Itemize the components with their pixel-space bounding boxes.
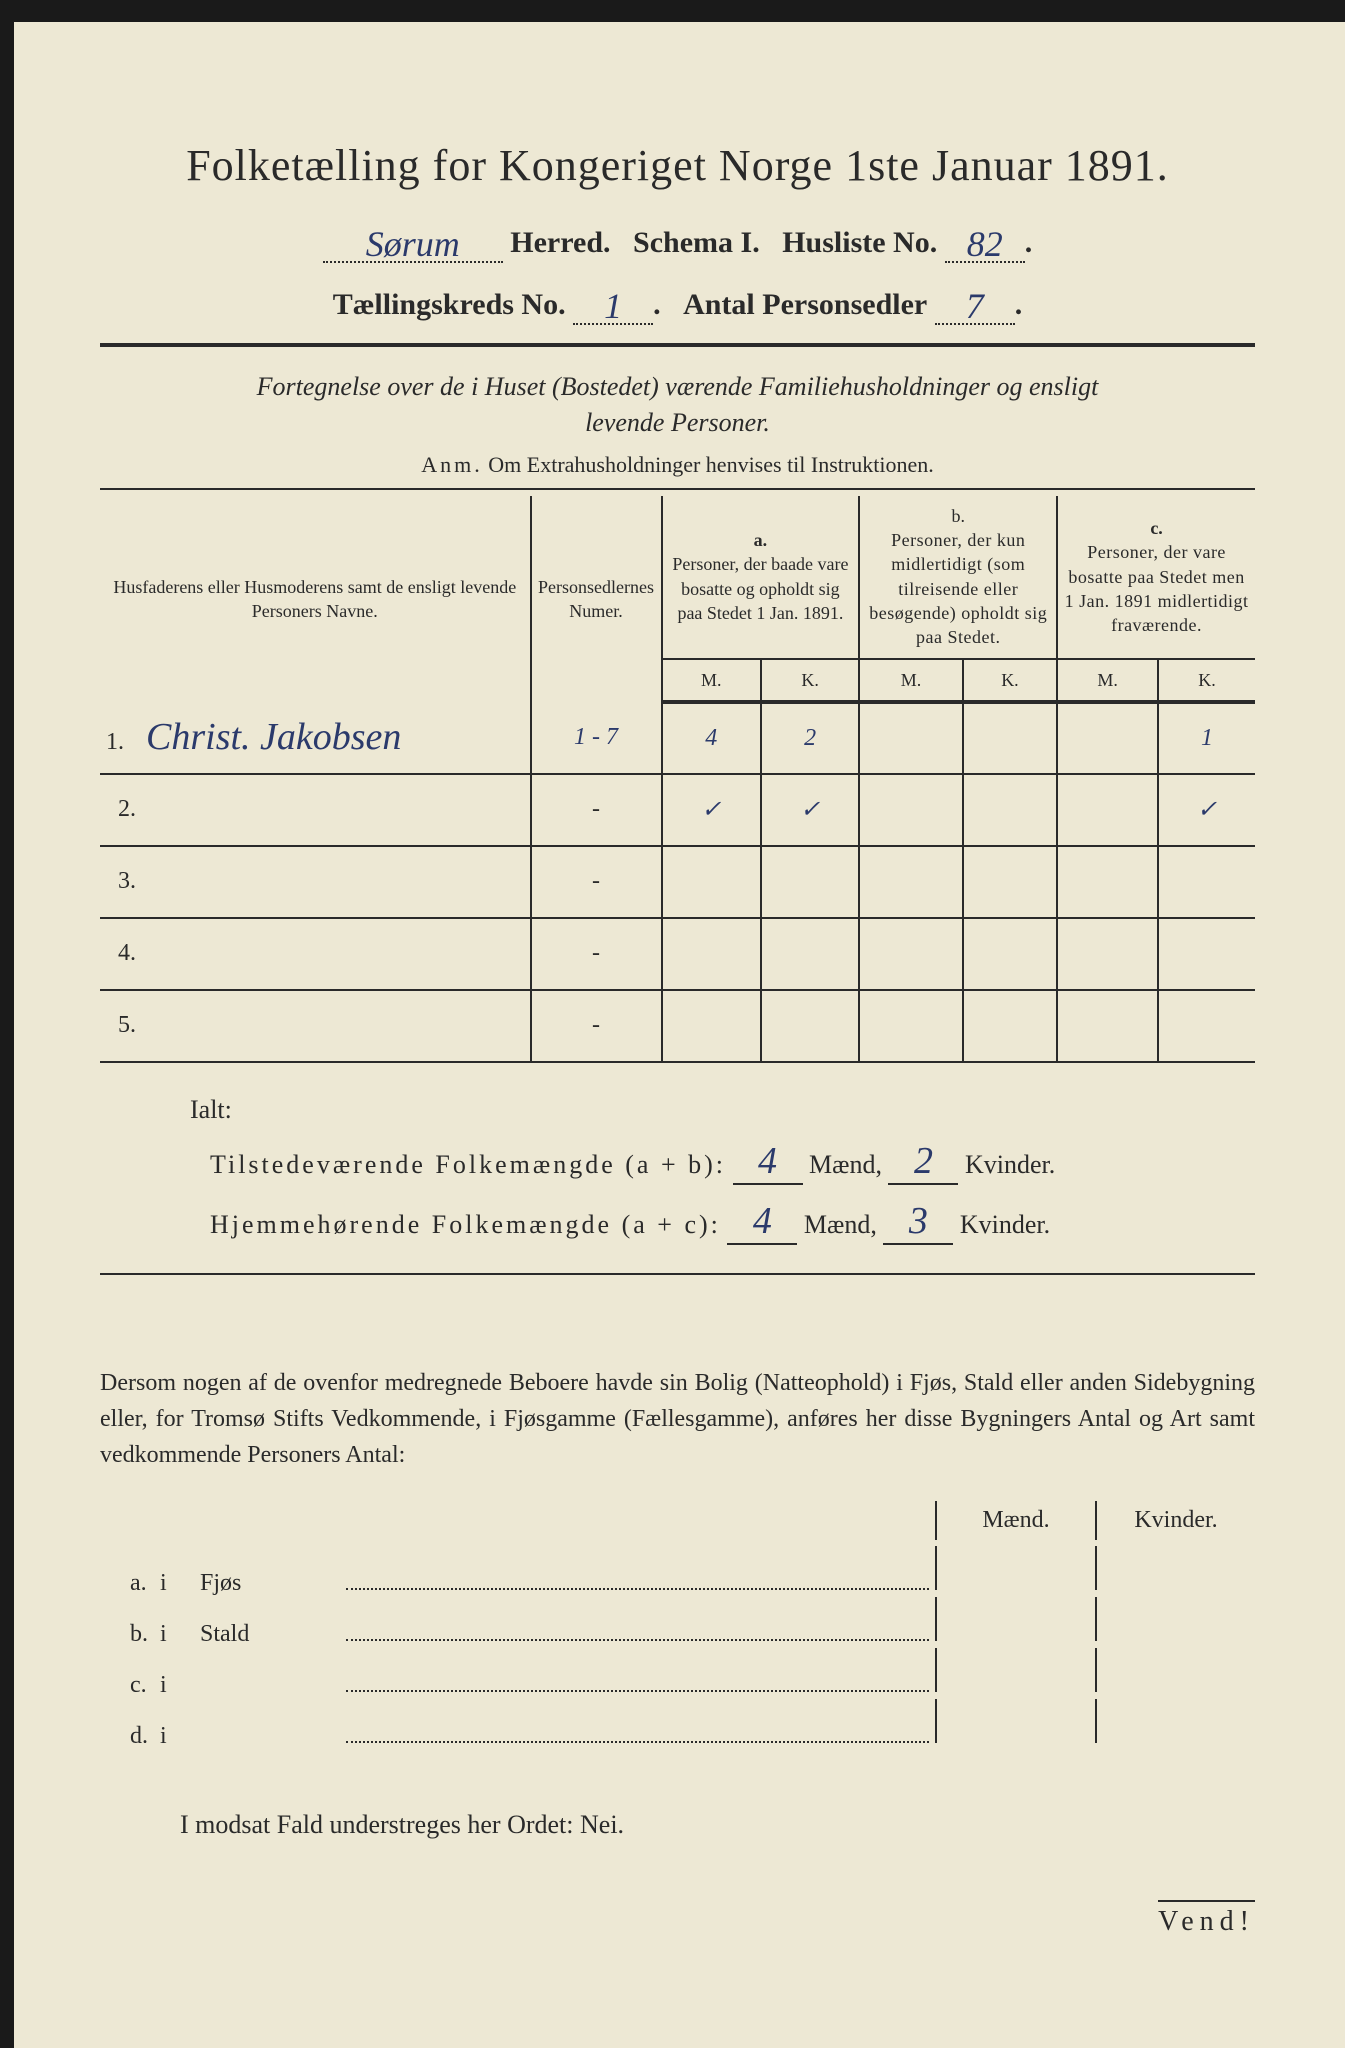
subheading-line1: Fortegnelse over de i Huset (Bostedet) v… bbox=[257, 372, 1099, 401]
header-line-2: Sørum Herred. Schema I. Husliste No. 82. bbox=[100, 219, 1255, 263]
vend-label: Vend! bbox=[1158, 1900, 1255, 1938]
row-am: 4 bbox=[662, 702, 761, 774]
table-row: 3. - bbox=[100, 846, 1255, 918]
herred-value: Sørum bbox=[366, 224, 460, 264]
building-table: Mænd. Kvinder. a. i Fjøs b. i Stald c. i… bbox=[100, 1501, 1255, 1750]
herred-field: Sørum bbox=[323, 219, 503, 263]
table-row: 5. - bbox=[100, 990, 1255, 1062]
header-line-3: Tællingskreds No. 1. Antal Personsedler … bbox=[100, 281, 1255, 325]
row-ck: 1 bbox=[1158, 702, 1255, 774]
row-bm bbox=[859, 702, 962, 774]
row-numer: 1 - 7 bbox=[531, 702, 662, 774]
table-row: 4. - bbox=[100, 918, 1255, 990]
a-m: M. bbox=[662, 659, 761, 702]
kreds-field: 1 bbox=[573, 281, 653, 325]
form-title: Folketælling for Kongeriget Norge 1ste J… bbox=[100, 140, 1255, 191]
schema-label: Schema I. bbox=[633, 226, 760, 259]
anm-text: Om Extrahusholdninger henvises til Instr… bbox=[488, 452, 933, 477]
row-bk bbox=[963, 702, 1057, 774]
total-ac-m: 4 bbox=[753, 1200, 772, 1242]
herred-label: Herred. bbox=[510, 226, 610, 259]
head-maend: Mænd. bbox=[935, 1501, 1095, 1540]
total-ab-m: 4 bbox=[758, 1140, 777, 1182]
head-kvinder: Kvinder. bbox=[1095, 1501, 1255, 1540]
husliste-value: 82 bbox=[967, 224, 1003, 264]
building-row: c. i bbox=[100, 1648, 1255, 1699]
c-k: K. bbox=[1158, 659, 1255, 702]
anm-label: Anm. bbox=[421, 452, 483, 477]
ialt-label: Ialt: bbox=[190, 1095, 1255, 1125]
husliste-label: Husliste No. bbox=[782, 226, 937, 259]
antal-label: Antal Personsedler bbox=[683, 288, 927, 321]
page-edge-left bbox=[0, 0, 14, 2048]
building-row: d. i bbox=[100, 1699, 1255, 1750]
row-name: Christ. Jakobsen bbox=[146, 716, 401, 758]
building-table-head: Mænd. Kvinder. bbox=[100, 1501, 1255, 1540]
antal-field: 7 bbox=[935, 281, 1015, 325]
row-ak: 2 bbox=[761, 702, 859, 774]
totals-row-2: Hjemmehørende Folkemængde (a + c): 4 Mæn… bbox=[210, 1199, 1255, 1245]
table-row: 2. - ✓ ✓ ✓ bbox=[100, 774, 1255, 846]
col-b-header: b. Personer, der kun midlertidigt (som t… bbox=[859, 496, 1057, 659]
building-row: a. i Fjøs bbox=[100, 1546, 1255, 1597]
divider-2 bbox=[100, 488, 1255, 490]
total-ab-k: 2 bbox=[914, 1140, 933, 1182]
kreds-value: 1 bbox=[604, 286, 622, 326]
divider-3 bbox=[100, 1273, 1255, 1275]
divider-1 bbox=[100, 343, 1255, 347]
page-edge-top bbox=[0, 0, 1345, 22]
instruction-paragraph: Dersom nogen af de ovenfor medregnede Be… bbox=[100, 1365, 1255, 1473]
total-ac-k: 3 bbox=[909, 1200, 928, 1242]
table-row: 1. Christ. Jakobsen 1 - 7 4 2 1 bbox=[100, 702, 1255, 774]
totals-row-1: Tilstedeværende Folkemængde (a + b): 4 M… bbox=[210, 1139, 1255, 1185]
building-row: b. i Stald bbox=[100, 1597, 1255, 1648]
census-form-page: Folketælling for Kongeriget Norge 1ste J… bbox=[0, 0, 1345, 2048]
row-name-cell: 1. Christ. Jakobsen bbox=[100, 702, 531, 774]
subheading: Fortegnelse over de i Huset (Bostedet) v… bbox=[100, 369, 1255, 442]
col-names-header: Husfaderens eller Husmoderens samt de en… bbox=[100, 496, 531, 702]
anm-note: Anm. Om Extrahusholdninger henvises til … bbox=[100, 452, 1255, 478]
b-m: M. bbox=[859, 659, 962, 702]
totals-block: Ialt: Tilstedeværende Folkemængde (a + b… bbox=[100, 1095, 1255, 1245]
col-c-header: c. Personer, der vare bosatte paa Stedet… bbox=[1057, 496, 1255, 659]
subheading-line2: levende Personer. bbox=[585, 408, 770, 437]
col-numer-header: Personsedlernes Numer. bbox=[531, 496, 662, 702]
kreds-label: Tællingskreds No. bbox=[333, 288, 566, 321]
row-cm bbox=[1057, 702, 1158, 774]
main-table: Husfaderens eller Husmoderens samt de en… bbox=[100, 496, 1255, 1063]
antal-value: 7 bbox=[966, 286, 984, 326]
table-body: 1. Christ. Jakobsen 1 - 7 4 2 1 2. - ✓ ✓ bbox=[100, 702, 1255, 1062]
husliste-field: 82 bbox=[945, 219, 1025, 263]
a-k: K. bbox=[761, 659, 859, 702]
b-k: K. bbox=[963, 659, 1057, 702]
footer-line: I modsat Fald understreges her Ordet: Ne… bbox=[100, 1810, 1255, 1840]
col-a-header: a. Personer, der baade vare bosatte og o… bbox=[662, 496, 860, 659]
form-header: Folketælling for Kongeriget Norge 1ste J… bbox=[100, 140, 1255, 325]
c-m: M. bbox=[1057, 659, 1158, 702]
